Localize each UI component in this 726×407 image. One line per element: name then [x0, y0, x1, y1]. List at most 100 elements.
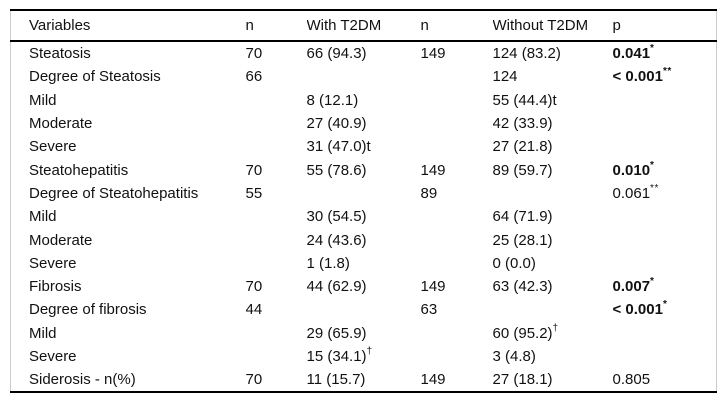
table-row: Steatosis 70 66 (94.3) 149 124 (83.2) 0.… — [11, 41, 717, 65]
without-t2dm-value: 42 (33.9) — [492, 115, 553, 133]
cell-p-value: 0.007* — [613, 275, 717, 298]
cell-without-t2dm: 25 (28.1) — [493, 228, 613, 251]
with-t2dm-value: 66 (94.3) — [306, 45, 367, 63]
cell-with-t2dm — [307, 65, 421, 88]
cell-with-t2dm: 15 (34.1)† — [307, 345, 421, 368]
cell-n-without — [421, 65, 493, 88]
cell-variable: Mild — [11, 322, 246, 345]
cell-variable: Degree of fibrosis — [11, 298, 246, 321]
without-t2dm-value: 3 (4.8) — [492, 348, 536, 365]
p-superscript: ** — [650, 182, 659, 194]
without-t2dm-value: 27 (21.8) — [492, 138, 553, 156]
cell-n-without — [421, 205, 493, 228]
n-with-value: 70 — [245, 278, 263, 296]
table-row: Siderosis - n(%) 70 11 (15.7) 149 27 (18… — [11, 368, 717, 392]
cell-n-without: 149 — [421, 368, 493, 392]
cell-n-with: 44 — [246, 298, 307, 321]
n-with-value: 70 — [245, 161, 263, 179]
variable-label: Steatosis — [29, 45, 91, 63]
table-row: Moderate 27 (40.9) 42 (33.9) — [11, 112, 717, 135]
n-without-value: 149 — [420, 161, 446, 179]
variable-label: Degree of Steatohepatitis — [29, 184, 199, 202]
cell-variable: Severe — [11, 252, 246, 275]
cell-with-t2dm: 66 (94.3) — [307, 41, 421, 65]
cell-n-with: 66 — [246, 65, 307, 88]
variable-label: Steatohepatitis — [29, 161, 129, 179]
cell-with-t2dm: 55 (78.6) — [307, 158, 421, 181]
cell-without-t2dm: 60 (95.2)† — [493, 322, 613, 345]
cell-with-t2dm: 8 (12.1) — [307, 89, 421, 112]
n-with-value: 44 — [245, 301, 263, 319]
col-header-n-with: n — [245, 17, 254, 34]
cell-without-t2dm: 27 (18.1) — [493, 368, 613, 392]
cell-without-t2dm: 55 (44.4)t — [493, 89, 613, 112]
cell-n-without — [421, 228, 493, 251]
without-t2dm-value: 55 (44.4)t — [492, 91, 557, 109]
col-header-p: p — [612, 17, 621, 34]
p-superscript: * — [662, 299, 668, 311]
with-t2dm-value: 24 (43.6) — [306, 231, 367, 249]
variable-label: Mild — [29, 91, 57, 109]
cell-variable: Steatohepatitis — [11, 158, 246, 181]
cell-n-without: 63 — [421, 298, 493, 321]
without-t2dm-superscript: † — [552, 322, 559, 334]
n-without-value: 89 — [420, 184, 438, 202]
cell-with-t2dm — [307, 182, 421, 205]
without-t2dm-value: 124 — [492, 68, 518, 86]
cell-with-t2dm: 31 (47.0)t — [307, 135, 421, 158]
cell-n-without — [421, 345, 493, 368]
cell-variable: Fibrosis — [11, 275, 246, 298]
variable-label: Fibrosis — [29, 278, 82, 296]
cell-p-value — [613, 252, 717, 275]
with-t2dm-value: 27 (40.9) — [306, 115, 367, 133]
cell-variable: Severe — [11, 345, 246, 368]
table-row: Degree of Steatohepatitis 55 89 0.061** — [11, 182, 717, 205]
n-with-value: 55 — [245, 184, 263, 202]
variable-label: Severe — [29, 138, 77, 156]
cell-n-with — [246, 112, 307, 135]
with-t2dm-value: 15 (34.1) — [306, 348, 367, 365]
col-header-without-t2dm: Without T2DM — [492, 17, 589, 34]
table-row: Fibrosis 70 44 (62.9) 149 63 (42.3) 0.00… — [11, 275, 717, 298]
cell-without-t2dm: 63 (42.3) — [493, 275, 613, 298]
variable-label: Mild — [29, 324, 57, 342]
cell-p-value: 0.010* — [613, 158, 717, 181]
cell-n-without: 149 — [421, 158, 493, 181]
cell-p-value — [613, 135, 717, 158]
p-value: < 0.001 — [612, 301, 663, 319]
cell-with-t2dm: 11 (15.7) — [307, 368, 421, 392]
cell-variable: Steatosis — [11, 41, 246, 65]
with-t2dm-value: 31 (47.0)t — [306, 138, 371, 156]
with-t2dm-value: 8 (12.1) — [306, 91, 359, 109]
without-t2dm-value: 63 (42.3) — [492, 278, 553, 296]
without-t2dm-value: 60 (95.2) — [492, 324, 553, 342]
cell-n-without — [421, 252, 493, 275]
table-row: Severe 15 (34.1)† 3 (4.8) — [11, 345, 717, 368]
variable-label: Mild — [29, 208, 57, 226]
cell-p-value: < 0.001** — [613, 65, 717, 88]
cell-variable: Degree of Steatohepatitis — [11, 182, 246, 205]
p-value: < 0.001 — [612, 68, 663, 86]
cell-with-t2dm: 1 (1.8) — [307, 252, 421, 275]
table-row: Moderate 24 (43.6) 25 (28.1) — [11, 228, 717, 251]
col-header-variables: Variables — [29, 17, 91, 34]
cell-p-value: < 0.001* — [613, 298, 717, 321]
cell-n-with — [246, 89, 307, 112]
cell-n-without — [421, 135, 493, 158]
table-row: Mild 8 (12.1) 55 (44.4)t — [11, 89, 717, 112]
p-superscript: * — [650, 43, 655, 55]
p-value: 0.061 — [612, 184, 651, 202]
cell-n-without — [421, 112, 493, 135]
cell-without-t2dm: 0 (0.0) — [493, 252, 613, 275]
variable-label: Moderate — [29, 231, 93, 249]
without-t2dm-value: 0 (0.0) — [492, 254, 536, 272]
cell-n-without — [421, 322, 493, 345]
cell-variable: Moderate — [11, 228, 246, 251]
variable-label: Degree of Steatosis — [29, 68, 161, 86]
cell-without-t2dm: 42 (33.9) — [493, 112, 613, 135]
cell-p-value — [613, 205, 717, 228]
without-t2dm-value: 25 (28.1) — [492, 231, 553, 249]
cell-p-value — [613, 345, 717, 368]
cell-n-with — [246, 322, 307, 345]
